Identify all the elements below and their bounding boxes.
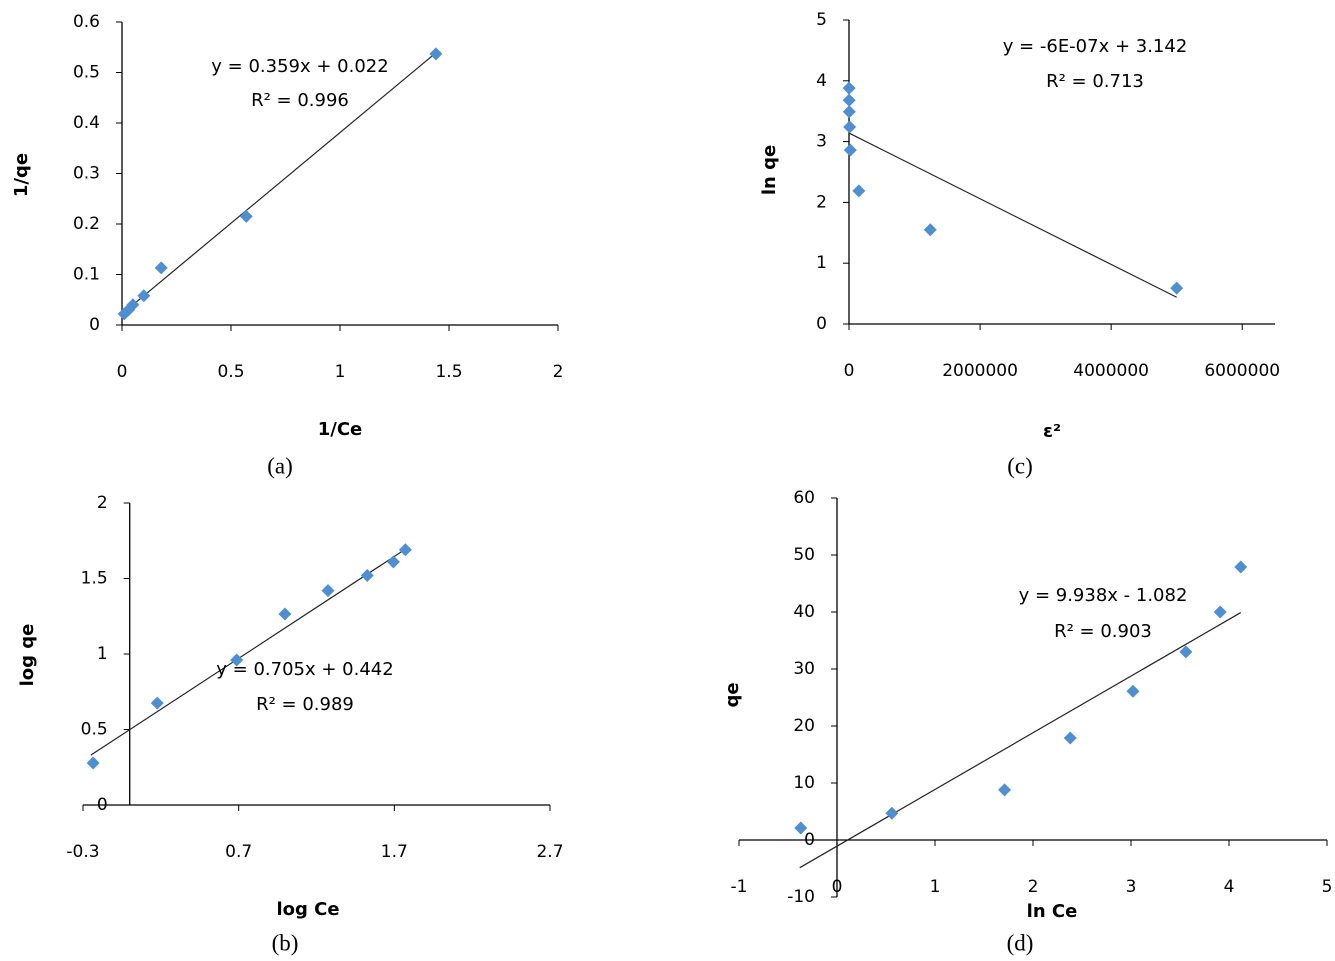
caption: (b) [272, 930, 299, 955]
data-point [151, 697, 164, 710]
y-tick-label: 0 [804, 830, 815, 850]
trendline [91, 548, 407, 755]
data-point [998, 783, 1011, 796]
trendline-equation: R² = 0.989 [256, 694, 354, 715]
data-point [322, 584, 335, 597]
x-axis-title: log Ce [276, 899, 339, 920]
y-tick-label: 5 [816, 10, 827, 30]
y-tick-label: 0.4 [73, 113, 100, 133]
data-point [1064, 731, 1077, 744]
y-tick-label: 1 [97, 644, 108, 664]
x-tick-label: 1 [930, 877, 941, 897]
caption: (d) [1007, 930, 1034, 955]
x-tick-label: 4000000 [1073, 361, 1149, 381]
data-point [843, 94, 856, 107]
data-point [429, 47, 442, 60]
y-tick-label: 30 [793, 659, 815, 679]
data-point [852, 184, 865, 197]
y-tick-label: 0.5 [73, 63, 100, 83]
x-tick-label: 2.7 [536, 842, 563, 862]
trendline-equation: y = 0.359x + 0.022 [211, 56, 388, 77]
trendline-equation: y = 9.938x - 1.082 [1019, 585, 1188, 606]
y-tick-label: 0 [89, 315, 100, 335]
y-tick-label: -10 [787, 887, 815, 907]
data-point [87, 757, 100, 770]
y-tick-label: 4 [816, 71, 827, 91]
page: {"chart_data": [ {"type": "scatter", "ca… [0, 0, 1335, 961]
y-tick-label: 3 [816, 132, 827, 152]
data-point [155, 261, 168, 274]
x-tick-label: 0 [117, 362, 128, 382]
x-tick-label: 0.5 [217, 362, 244, 382]
caption: (c) [1007, 453, 1033, 478]
x-tick-label: 4 [1224, 877, 1235, 897]
y-axis-title: 1/qe [11, 153, 32, 197]
y-tick-label: 40 [793, 602, 815, 622]
x-tick-label: 1.5 [435, 362, 462, 382]
data-point [1126, 685, 1139, 698]
data-point [843, 82, 856, 95]
x-tick-label: 1.7 [381, 842, 408, 862]
data-point [1214, 606, 1227, 619]
x-tick-label: -0.3 [66, 842, 99, 862]
y-axis-title: log qe [17, 624, 38, 687]
figure: 00.511.5200.10.20.30.40.50.61/Ce1/qey = … [0, 0, 1335, 961]
x-axis-title: ln Ce [1027, 901, 1078, 922]
x-axis-title: 1/Ce [318, 419, 363, 440]
x-axis-title: ε² [1043, 421, 1061, 442]
trendline-equation: y = -6E-07x + 3.142 [1003, 36, 1188, 57]
data-point [885, 807, 898, 820]
x-tick-label: 2000000 [942, 361, 1018, 381]
caption: (a) [267, 453, 293, 478]
y-tick-label: 0.3 [73, 164, 100, 184]
y-tick-label: 1.5 [81, 569, 108, 589]
x-tick-label: 1 [335, 362, 346, 382]
trendline-equation: R² = 0.713 [1046, 71, 1144, 92]
y-tick-label: 0.2 [73, 214, 100, 234]
y-tick-label: 60 [793, 488, 815, 508]
trendline-equation: R² = 0.996 [251, 90, 349, 111]
y-tick-label: 0.5 [81, 720, 108, 740]
data-point [399, 543, 412, 556]
data-point [240, 210, 253, 223]
x-tick-label: -1 [731, 877, 748, 897]
data-point [278, 607, 291, 620]
y-axis-title: qe [722, 682, 743, 707]
x-tick-label: 6000000 [1204, 361, 1280, 381]
x-tick-label: 2 [1028, 877, 1039, 897]
x-tick-label: 0 [832, 877, 843, 897]
data-point [1234, 560, 1247, 573]
data-point [843, 105, 856, 118]
data-point [924, 223, 937, 236]
x-tick-label: 5 [1322, 877, 1333, 897]
trendline-equation: R² = 0.903 [1054, 621, 1152, 642]
x-tick-label: 3 [1126, 877, 1137, 897]
x-tick-label: 2 [553, 362, 564, 382]
y-tick-label: 10 [793, 773, 815, 793]
y-tick-label: 0.6 [73, 12, 100, 32]
y-tick-label: 50 [793, 545, 815, 565]
x-tick-label: 0 [844, 361, 855, 381]
data-point [844, 144, 857, 157]
y-tick-label: 0 [816, 314, 827, 334]
data-point [387, 555, 400, 568]
data-point [1170, 282, 1183, 295]
y-tick-label: 2 [97, 493, 108, 513]
x-tick-label: 0.7 [225, 842, 252, 862]
y-tick-label: 0 [97, 795, 108, 815]
y-tick-label: 1 [816, 253, 827, 273]
data-point [843, 121, 856, 134]
y-axis-title: ln qe [759, 145, 780, 195]
trendline-equation: y = 0.705x + 0.442 [216, 659, 393, 680]
trendline [849, 133, 1177, 297]
y-tick-label: 20 [793, 716, 815, 736]
y-tick-label: 2 [816, 192, 827, 212]
y-tick-label: 0.1 [73, 265, 100, 285]
trendline [800, 613, 1241, 868]
